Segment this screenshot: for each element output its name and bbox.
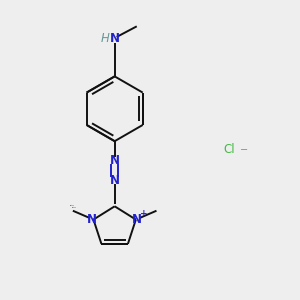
- Text: N: N: [87, 213, 97, 226]
- Text: N: N: [110, 32, 120, 45]
- Text: N: N: [132, 213, 142, 226]
- Text: +: +: [140, 208, 148, 217]
- Text: H: H: [101, 32, 110, 45]
- Text: methyl: methyl: [70, 205, 75, 206]
- Text: N: N: [110, 174, 120, 188]
- Text: −: −: [240, 145, 248, 155]
- Text: N: N: [110, 154, 120, 167]
- Text: Cl: Cl: [224, 143, 235, 157]
- Text: methyl: methyl: [71, 206, 76, 208]
